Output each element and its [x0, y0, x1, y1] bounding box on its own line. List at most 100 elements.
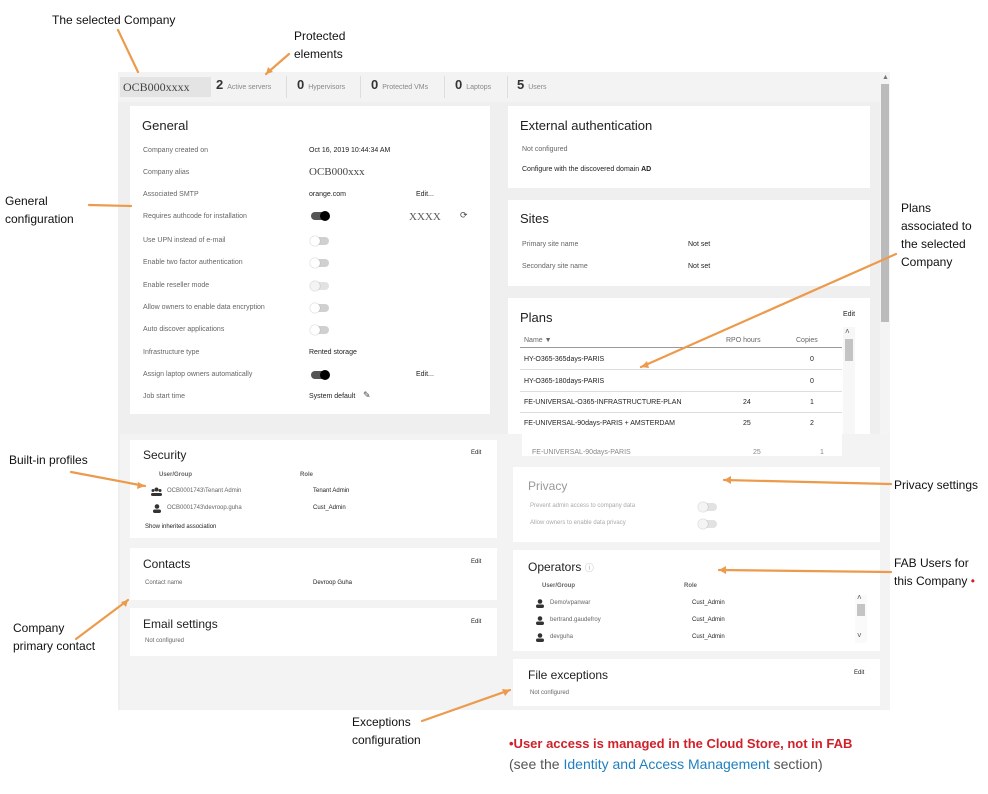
operators-card [513, 550, 880, 651]
stat-active-servers[interactable]: 2 Active servers [216, 77, 272, 92]
plans-edit-link[interactable]: Edit [843, 311, 856, 318]
general-label: Assign laptop owners automatically [143, 371, 253, 378]
plan-row-name[interactable]: FE-UNIVERSAL-90days-PARIS [532, 449, 631, 456]
plan-row-copies: 2 [810, 420, 814, 427]
reseller-mode-toggle[interactable] [310, 281, 329, 291]
operators-scrollbar[interactable]: ˄ ˅ [855, 593, 867, 643]
selected-company-name: OCB000xxxx [120, 77, 211, 97]
callout-protected-elements: Protected elements [294, 29, 346, 61]
stat-users[interactable]: 5 Users [517, 77, 547, 92]
security-user[interactable]: OCB0001743\devroop.guha [167, 505, 242, 511]
assign-laptop-owners-toggle[interactable] [311, 370, 330, 380]
email-status: Not configured [145, 638, 185, 644]
plan-row-copies: 0 [810, 378, 814, 385]
scrollbar-thumb[interactable] [845, 339, 853, 361]
file-exceptions-edit-link[interactable]: Edit [854, 670, 865, 676]
page-scrollbar[interactable]: ▲ [880, 72, 890, 438]
prevent-admin-access-toggle[interactable] [698, 502, 717, 512]
contact-name-label: Contact name [145, 580, 183, 586]
security-role: Tenant Admin [313, 488, 350, 494]
company-alias-value: OCB000xxx [309, 166, 365, 178]
sort-down-icon: ▼ [544, 337, 552, 344]
scroll-up-icon[interactable]: ˄ [845, 327, 850, 336]
plan-row-rpo: 25 [753, 449, 761, 456]
sites-value: Not set [688, 263, 711, 270]
show-inherited-link[interactable]: Show inherited association [145, 524, 217, 530]
plan-row-rpo: 25 [743, 420, 751, 427]
general-title: General [142, 118, 189, 133]
privacy-label: Prevent admin access to company data [530, 503, 636, 509]
iam-link[interactable]: Identity and Access Management [563, 756, 770, 772]
scroll-down-icon[interactable]: ˅ [857, 631, 862, 640]
general-label: Job start time [143, 393, 186, 400]
operator-user[interactable]: bertrand.gaudefroy [550, 617, 601, 623]
stat-divider [444, 76, 445, 98]
operators-title: Operators ⓘ [528, 560, 594, 574]
scrollbar-thumb[interactable] [857, 604, 865, 616]
plans-column-name[interactable]: Name ▼ [524, 337, 552, 344]
upn-toggle[interactable] [310, 236, 329, 246]
plan-row-name[interactable]: HY-O365-180days-PARIS [524, 378, 605, 385]
stat-hypervisors[interactable]: 0 Hypervisors [297, 77, 346, 92]
user-icon [536, 633, 544, 642]
plans-row-line [520, 391, 842, 392]
authcode-toggle[interactable] [311, 211, 330, 221]
external-auth-card [508, 106, 870, 188]
edit-smtp-link[interactable]: Edit... [416, 191, 434, 198]
operator-user[interactable]: devguha [550, 634, 574, 640]
stat-divider [286, 76, 287, 98]
operator-role: Cust_Admin [692, 634, 725, 640]
email-settings-card [130, 608, 497, 656]
arrow-protected-elements [264, 52, 291, 76]
data-privacy-toggle[interactable] [698, 519, 717, 529]
data-encryption-toggle[interactable] [310, 303, 329, 313]
plan-row-name[interactable]: HY-O365-365days-PARIS [524, 356, 605, 363]
plan-row-name[interactable]: FE-UNIVERSAL-90days-PARIS + AMSTERDAM [524, 420, 675, 427]
plan-row-copies: 0 [810, 356, 814, 363]
stat-protected-vms[interactable]: 0 Protected VMs [371, 77, 429, 92]
general-label: Company alias [143, 169, 190, 176]
security-card [130, 440, 497, 538]
plans-card-overflow [522, 434, 842, 456]
general-label: Infrastructure type [143, 349, 200, 356]
contacts-title: Contacts [143, 557, 191, 571]
contacts-edit-link[interactable]: Edit [471, 559, 482, 565]
scroll-up-icon[interactable]: ▲ [882, 74, 889, 81]
stat-divider [507, 76, 508, 98]
email-settings-title: Email settings [143, 617, 218, 631]
plans-title: Plans [520, 310, 553, 325]
two-factor-toggle[interactable] [310, 258, 329, 268]
callout-privacy-settings: Privacy settings [894, 478, 979, 492]
security-column-user: User/Group [159, 472, 193, 478]
general-label: Allow owners to enable data encryption [143, 304, 265, 311]
sites-label: Secondary site name [522, 263, 588, 270]
scroll-up-icon[interactable]: ˄ [857, 593, 862, 602]
refresh-icon[interactable]: ⟳ [460, 210, 468, 220]
sites-label: Primary site name [522, 241, 579, 248]
general-label: Company created on [143, 147, 208, 154]
security-user[interactable]: OCB0001743\Tenant Admin [167, 488, 242, 494]
stat-laptops[interactable]: 0 Laptops [455, 77, 492, 92]
pencil-icon[interactable]: ✎ [363, 390, 371, 400]
general-value: Oct 16, 2019 10:44:34 AM [309, 147, 391, 154]
operator-user[interactable]: Demo\vpanwar [550, 600, 591, 606]
callout-general-configuration: General configuration [5, 194, 74, 226]
plan-row-name[interactable]: FE-UNIVERSAL-O365-INFRASTRUCTURE-PLAN [524, 399, 682, 406]
scrollbar-thumb[interactable] [881, 84, 889, 322]
operator-role: Cust_Admin [692, 617, 725, 623]
user-icon [536, 599, 544, 608]
iam-reference: (see the Identity and Access Management … [509, 756, 823, 772]
configure-domain-link[interactable]: Configure with the discovered domain AD [522, 166, 652, 173]
general-label: Enable reseller mode [143, 282, 210, 289]
operators-column-role: Role [684, 583, 698, 589]
auto-discover-toggle[interactable] [310, 325, 329, 335]
edit-laptop-owners-link[interactable]: Edit... [416, 371, 434, 378]
general-label: Use UPN instead of e-mail [143, 237, 226, 244]
operators-column-user: User/Group [542, 583, 576, 589]
security-edit-link[interactable]: Edit [471, 450, 482, 456]
authcode-value: XXXX [409, 211, 441, 223]
general-value: System default [309, 393, 356, 400]
email-edit-link[interactable]: Edit [471, 619, 482, 625]
plan-row-copies: 1 [820, 449, 824, 456]
privacy-title: Privacy [528, 479, 568, 493]
